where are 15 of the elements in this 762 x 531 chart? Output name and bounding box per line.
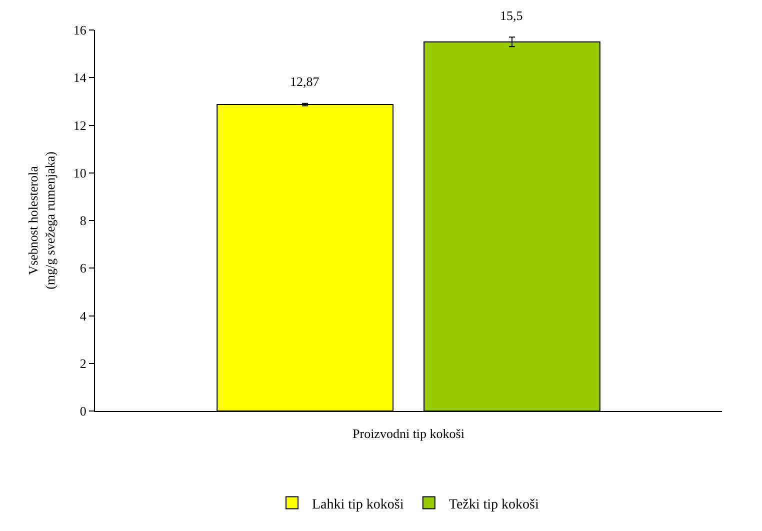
y-tick-label: 16 bbox=[73, 22, 87, 38]
x-axis-title: Proizvodni tip kokoši bbox=[352, 426, 465, 442]
y-tick-label: 8 bbox=[80, 213, 86, 228]
y-tick-label: 6 bbox=[80, 260, 87, 276]
legend-label: Lahki tip kokoši bbox=[312, 497, 404, 512]
y-tick-label: 14 bbox=[73, 70, 87, 86]
data-label: 15,5 bbox=[500, 8, 523, 23]
y-tick-label: 12 bbox=[73, 118, 86, 133]
y-tick-label: 10 bbox=[73, 165, 86, 180]
legend-label: Težki tip kokoši bbox=[448, 497, 539, 512]
y-tick-label: 2 bbox=[80, 356, 86, 371]
data-label: 12,87 bbox=[290, 74, 320, 89]
y-axis-title: Vsebnost holesterola (mg/g svežega rumenjaka) bbox=[25, 152, 58, 290]
y-tick-label: 0 bbox=[80, 404, 86, 419]
y-tick-label: 4 bbox=[80, 308, 87, 324]
